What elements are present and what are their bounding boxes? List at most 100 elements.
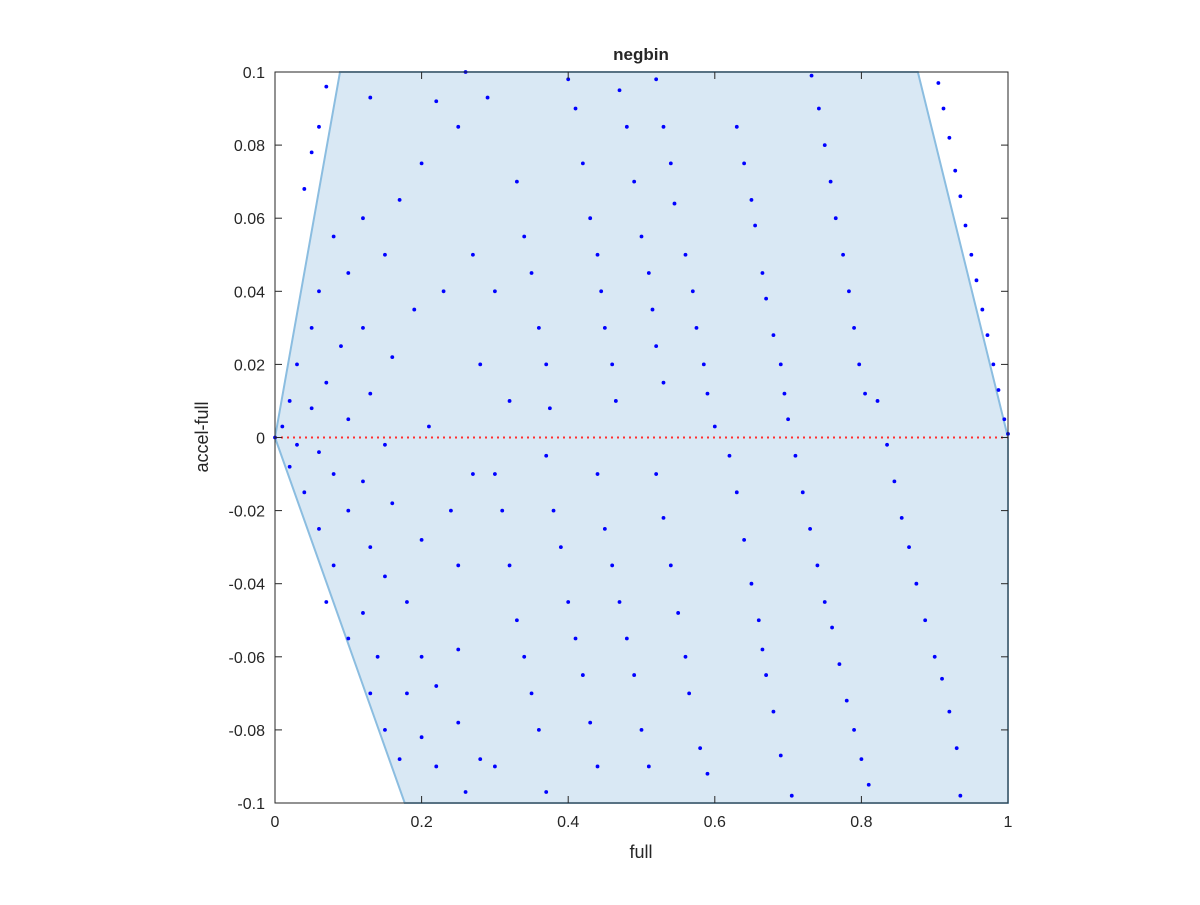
point	[485, 95, 490, 100]
point	[449, 508, 453, 513]
y-tick-label: 0.08	[234, 138, 265, 155]
point	[936, 81, 941, 85]
point	[456, 124, 461, 129]
point	[698, 746, 703, 751]
chart-title: negbin	[613, 45, 669, 64]
point	[771, 709, 776, 714]
point	[419, 537, 424, 542]
point	[661, 380, 666, 385]
point	[907, 545, 911, 550]
point	[331, 563, 336, 568]
point	[361, 325, 365, 330]
y-tick-label: 0.04	[234, 284, 265, 301]
point	[809, 73, 814, 78]
point	[434, 684, 439, 688]
point	[434, 764, 439, 769]
point	[624, 636, 629, 641]
point	[760, 647, 765, 652]
point	[760, 271, 765, 275]
plot-area	[273, 70, 1010, 804]
point	[368, 95, 373, 100]
point	[471, 252, 475, 257]
point	[419, 654, 424, 659]
point	[866, 782, 871, 787]
point	[654, 472, 659, 476]
point	[599, 289, 604, 294]
point	[771, 333, 776, 338]
point	[280, 424, 285, 429]
point	[742, 161, 747, 166]
point	[522, 654, 527, 659]
y-axis-label: accel-full	[192, 401, 212, 472]
point	[661, 124, 666, 129]
point	[493, 289, 497, 294]
point	[471, 472, 475, 476]
point	[668, 161, 673, 166]
point	[522, 234, 527, 239]
point	[778, 362, 783, 367]
point	[566, 600, 571, 604]
point	[309, 150, 314, 155]
point	[800, 490, 805, 495]
point	[346, 417, 351, 422]
point	[390, 355, 395, 359]
point	[405, 600, 409, 604]
point	[368, 691, 373, 696]
point	[613, 399, 618, 403]
point	[390, 501, 395, 506]
point	[705, 771, 710, 776]
y-tick-label: -0.04	[229, 577, 266, 594]
point	[331, 472, 336, 476]
point	[441, 289, 446, 294]
y-tick-label: 0	[256, 431, 265, 448]
point	[932, 654, 937, 659]
point	[852, 325, 856, 330]
point	[947, 709, 952, 714]
point	[822, 143, 827, 148]
point	[529, 271, 534, 275]
point	[793, 453, 798, 458]
point	[863, 391, 867, 396]
point	[573, 636, 578, 641]
point	[295, 362, 299, 367]
point	[822, 600, 827, 604]
point	[837, 662, 842, 667]
point	[287, 464, 292, 469]
point	[639, 234, 644, 239]
point	[892, 479, 897, 484]
point	[980, 307, 985, 312]
point	[841, 252, 845, 257]
point	[815, 563, 820, 568]
point	[507, 399, 512, 403]
point	[536, 728, 541, 732]
point	[317, 450, 321, 455]
point	[412, 307, 417, 312]
point	[859, 757, 864, 762]
point	[361, 611, 365, 615]
point	[969, 252, 974, 257]
point	[672, 201, 677, 206]
point	[676, 611, 681, 615]
point	[789, 793, 794, 798]
point	[507, 563, 512, 568]
point	[456, 563, 461, 568]
point	[383, 728, 387, 732]
point	[551, 508, 556, 513]
point	[346, 636, 351, 641]
point	[317, 526, 321, 531]
x-tick-label: 0.6	[704, 814, 726, 831]
point	[361, 216, 365, 221]
point	[295, 442, 299, 447]
point	[580, 673, 585, 677]
point	[639, 728, 644, 732]
point	[478, 362, 483, 367]
point	[324, 380, 329, 385]
point	[734, 124, 739, 129]
point	[610, 563, 615, 568]
x-tick-label: 0	[271, 814, 280, 831]
point	[368, 391, 373, 396]
point	[694, 325, 699, 330]
point	[940, 676, 944, 681]
y-tick-label: 0.02	[234, 357, 265, 374]
